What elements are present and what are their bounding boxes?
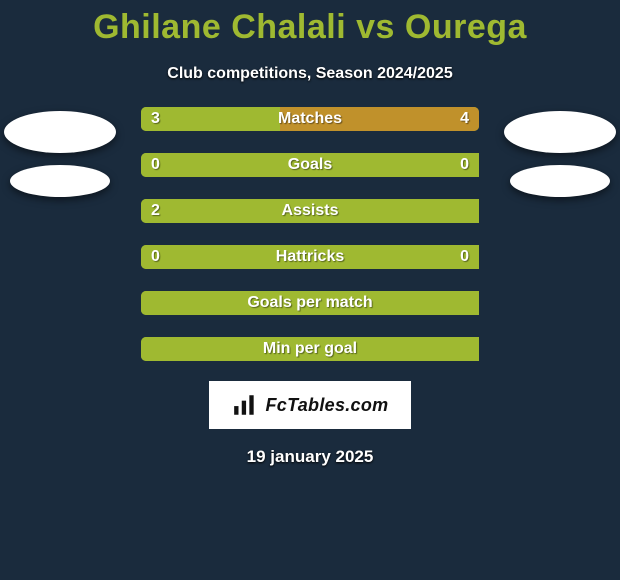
stat-row: Min per goal [141, 337, 479, 361]
comparison-title: Ghilane Chalali vs Ourega [0, 0, 620, 47]
stat-value-right: 0 [460, 156, 469, 174]
stat-value-left: 0 [151, 248, 160, 266]
stat-fill-left [141, 107, 280, 131]
stat-row: Assists 2 [141, 199, 479, 223]
player-right-portrait [504, 111, 616, 197]
stat-label: Goals per match [247, 294, 372, 312]
stat-row: Goals 0 0 [141, 153, 479, 177]
stat-value-right: 0 [460, 248, 469, 266]
fctables-text: FcTables.com [266, 395, 389, 416]
stat-row: Goals per match [141, 291, 479, 315]
stat-label: Assists [282, 202, 339, 220]
stat-label: Hattricks [276, 248, 344, 266]
stat-row: Hattricks 0 0 [141, 245, 479, 269]
stat-bars-column: Matches34Goals00Assists2Hattricks00Goals… [141, 107, 479, 361]
stat-value-right: 4 [460, 110, 469, 128]
player-left-portrait [4, 111, 116, 197]
comparison-subtitle: Club competitions, Season 2024/2025 [0, 65, 620, 83]
avatar-head-placeholder [504, 111, 616, 153]
avatar-head-placeholder [4, 111, 116, 153]
comparison-arena: Matches34Goals00Assists2Hattricks00Goals… [0, 107, 620, 361]
stat-value-left: 3 [151, 110, 160, 128]
stat-label: Matches [278, 110, 342, 128]
avatar-body-placeholder [510, 165, 610, 197]
bar-chart-icon [232, 392, 258, 418]
stat-label: Goals [288, 156, 332, 174]
fctables-badge: FcTables.com [209, 381, 411, 429]
avatar-body-placeholder [10, 165, 110, 197]
stat-value-left: 2 [151, 202, 160, 220]
stat-row: Matches 3 4 [141, 107, 479, 131]
stat-label: Min per goal [263, 340, 357, 358]
comparison-date: 19 january 2025 [0, 447, 620, 467]
stat-value-left: 0 [151, 156, 160, 174]
